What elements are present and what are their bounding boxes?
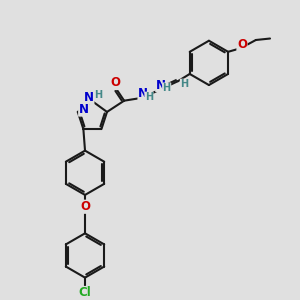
Text: H: H (94, 90, 102, 100)
Text: O: O (237, 38, 247, 51)
Text: O: O (80, 200, 90, 213)
Text: N: N (84, 91, 94, 104)
Text: H: H (163, 83, 171, 93)
Text: N: N (138, 87, 148, 100)
Text: N: N (79, 103, 89, 116)
Text: N: N (156, 79, 166, 92)
Text: H: H (180, 79, 188, 89)
Text: H: H (145, 92, 153, 102)
Text: Cl: Cl (79, 286, 92, 299)
Text: O: O (110, 76, 120, 89)
